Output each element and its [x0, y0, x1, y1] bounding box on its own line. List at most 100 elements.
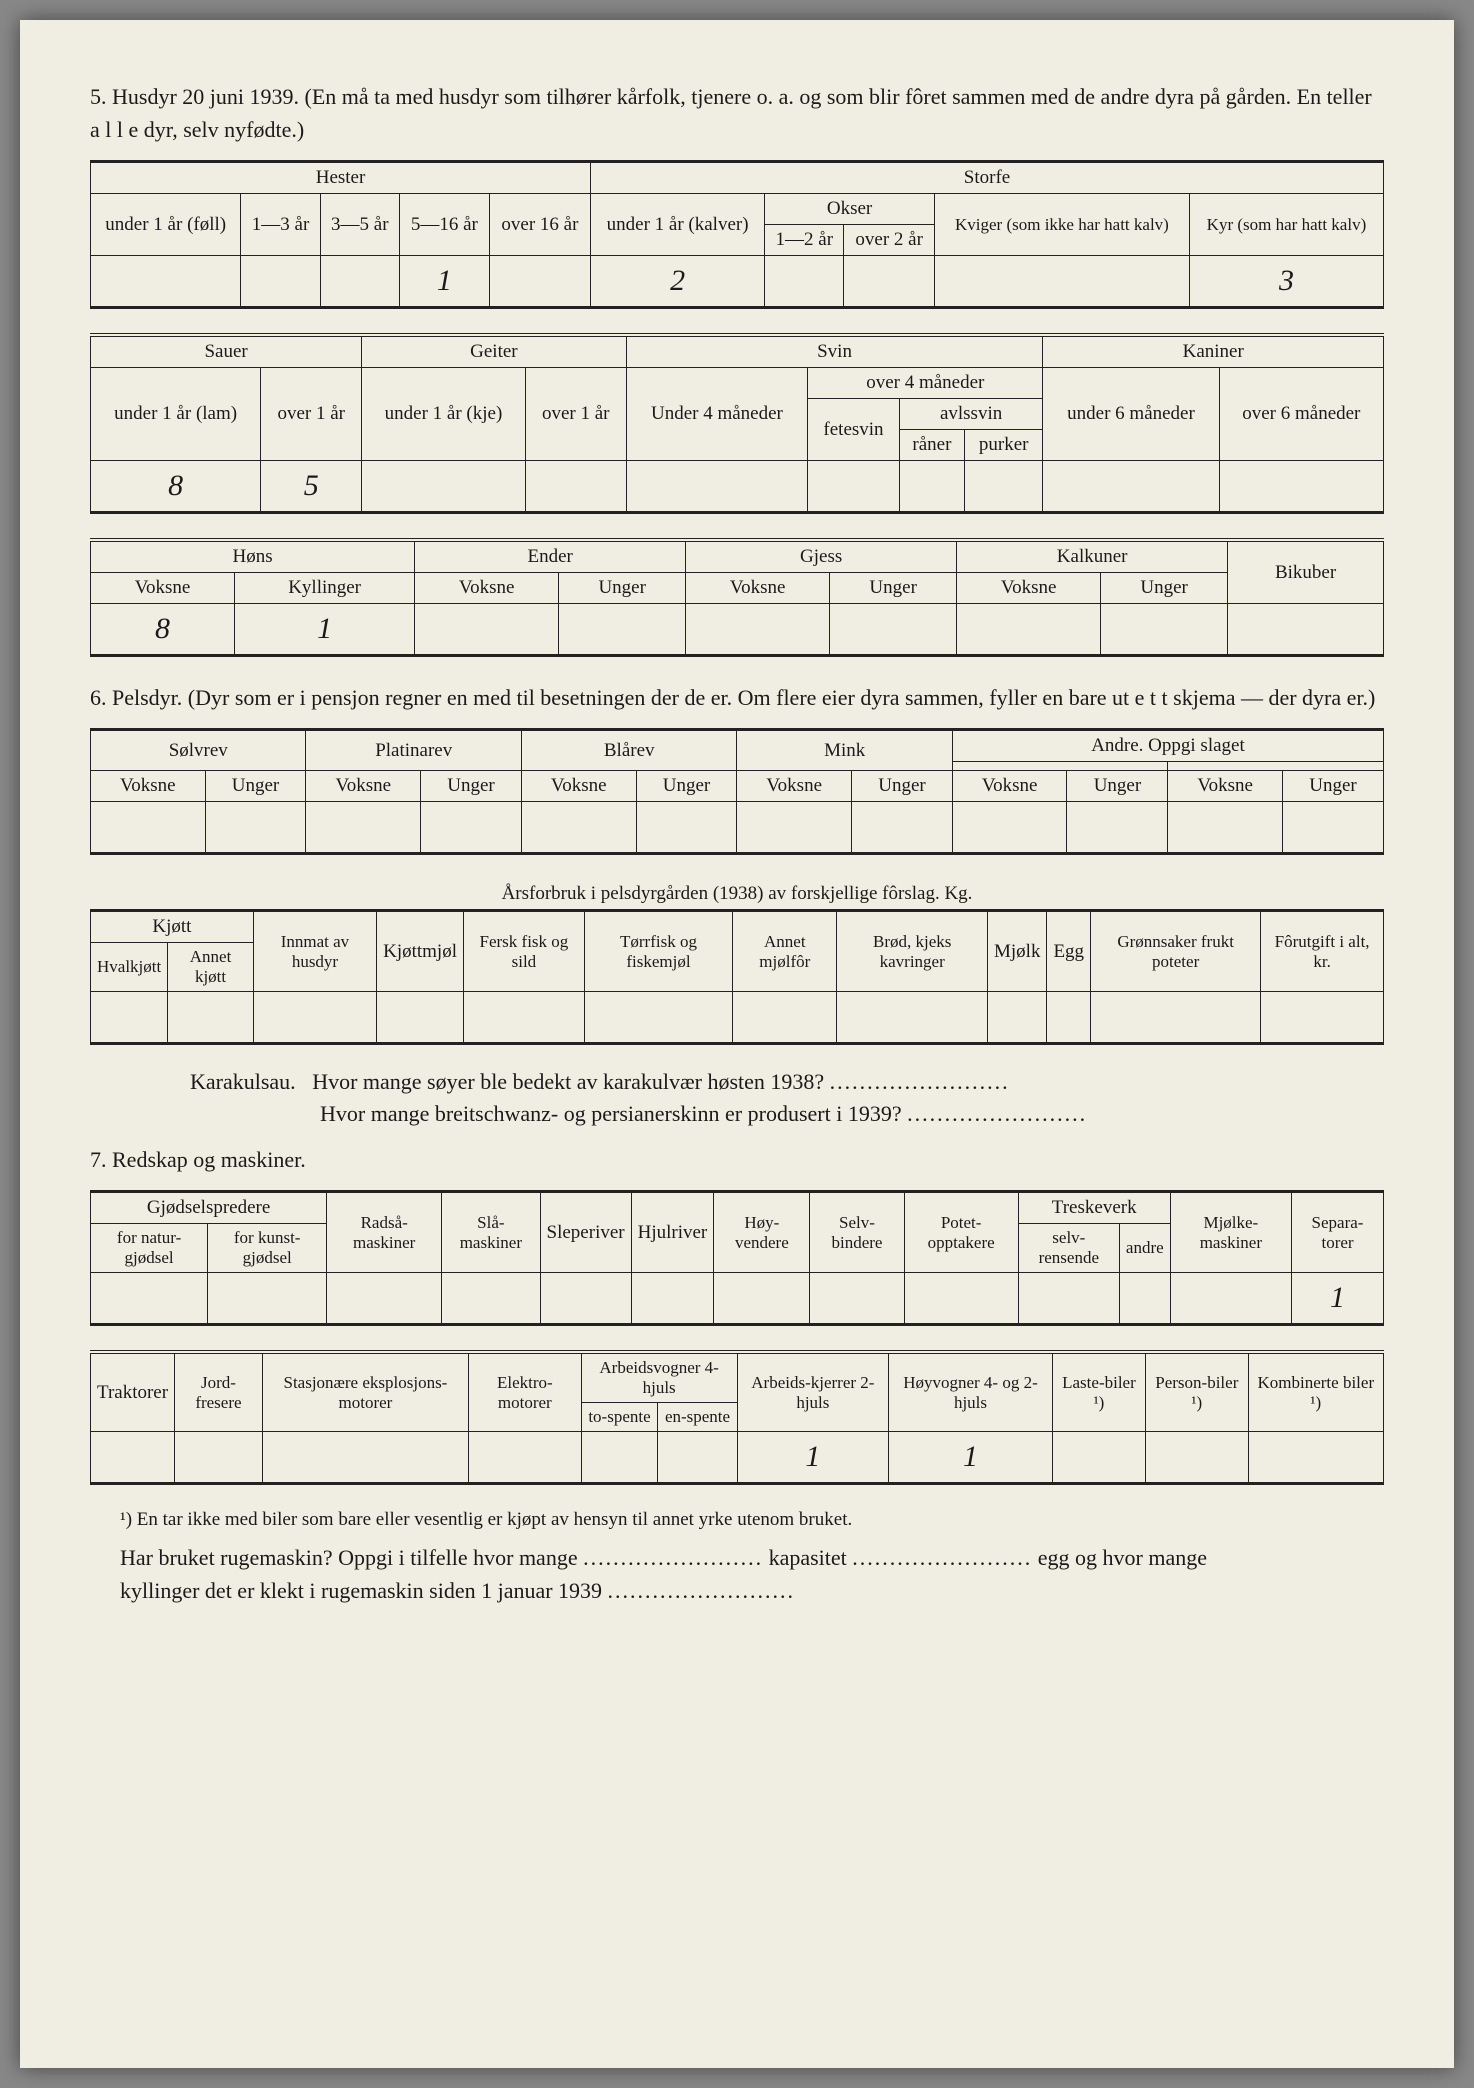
cell[interactable]: 5: [261, 461, 362, 513]
cell[interactable]: [636, 802, 737, 854]
hdr-hoyvendere: Høy-vendere: [714, 1192, 810, 1273]
hdr-geiter: Geiter: [362, 335, 627, 368]
cell[interactable]: [91, 802, 206, 854]
cell[interactable]: [540, 1273, 631, 1325]
cell[interactable]: [1119, 1273, 1170, 1325]
hdr-arbeids2: Arbeids-kjerrer 2-hjuls: [737, 1352, 888, 1432]
cell[interactable]: [175, 1432, 263, 1484]
cell[interactable]: 1: [889, 1432, 1053, 1484]
cell[interactable]: [964, 461, 1042, 513]
cell[interactable]: [525, 461, 626, 513]
hdr-jordfresere: Jord-fresere: [175, 1352, 263, 1432]
cell[interactable]: [91, 1273, 208, 1325]
cell[interactable]: [1146, 1432, 1249, 1484]
cell[interactable]: 1: [1292, 1273, 1384, 1325]
cell[interactable]: [1047, 992, 1091, 1044]
cell[interactable]: [253, 992, 376, 1044]
cell[interactable]: [581, 1432, 658, 1484]
cell[interactable]: [362, 461, 526, 513]
cell[interactable]: [934, 256, 1189, 308]
hdr-andre-blank1[interactable]: [952, 762, 1167, 771]
cell[interactable]: [957, 604, 1101, 656]
cell[interactable]: [658, 1432, 737, 1484]
fill-blank[interactable]: [608, 1578, 788, 1603]
cell[interactable]: [808, 461, 900, 513]
fill-blank[interactable]: [852, 1545, 1032, 1570]
cell[interactable]: 8: [91, 604, 235, 656]
cell[interactable]: [205, 802, 306, 854]
cell[interactable]: [262, 1432, 468, 1484]
cell[interactable]: [521, 802, 636, 854]
cell[interactable]: [320, 256, 399, 308]
fill-blank[interactable]: [583, 1545, 763, 1570]
karakul-label: Karakulsau.: [190, 1069, 296, 1094]
hdr-mink: Mink: [737, 730, 952, 771]
cell[interactable]: [765, 256, 844, 308]
hdr-geit-u1: under 1 år (kje): [362, 368, 526, 461]
cell[interactable]: [1091, 992, 1261, 1044]
cell[interactable]: [830, 604, 957, 656]
cell[interactable]: 1: [235, 604, 415, 656]
cell[interactable]: [415, 604, 559, 656]
cell[interactable]: [952, 802, 1067, 854]
cell[interactable]: [1101, 604, 1228, 656]
cell[interactable]: [469, 1432, 582, 1484]
hdr-voksne: Voksne: [686, 573, 830, 604]
cell[interactable]: [810, 1273, 904, 1325]
hdr-hest-o16: over 16 år: [489, 194, 590, 256]
cell[interactable]: [306, 802, 421, 854]
cell[interactable]: [714, 1273, 810, 1325]
cell[interactable]: [377, 992, 464, 1044]
cell[interactable]: [1219, 461, 1383, 513]
cell[interactable]: [737, 802, 852, 854]
karakul-q2: Hvor mange breitschwanz- og persianerski…: [320, 1101, 902, 1126]
cell[interactable]: 8: [91, 461, 261, 513]
cell[interactable]: [489, 256, 590, 308]
hdr-andre-blank2[interactable]: [1168, 762, 1384, 771]
cell[interactable]: [1282, 802, 1383, 854]
cell[interactable]: [1168, 802, 1283, 854]
cell[interactable]: [1052, 1432, 1145, 1484]
cell[interactable]: [626, 461, 808, 513]
cell[interactable]: [464, 992, 585, 1044]
hdr-annetkjott: Annet kjøtt: [168, 943, 254, 992]
cell[interactable]: [91, 992, 168, 1044]
hdr-unger: Unger: [1101, 573, 1228, 604]
cell[interactable]: [1228, 604, 1384, 656]
cell[interactable]: 1: [399, 256, 489, 308]
cell[interactable]: 2: [591, 256, 765, 308]
cell[interactable]: 3: [1189, 256, 1383, 308]
hdr-gjodsel: Gjødselspredere: [91, 1192, 327, 1224]
cell[interactable]: [91, 256, 241, 308]
hdr-selvr: selv-rensende: [1018, 1224, 1119, 1273]
cell[interactable]: [241, 256, 320, 308]
hdr-kviger: Kviger (som ikke har hatt kalv): [934, 194, 1189, 256]
cell[interactable]: [1018, 1273, 1119, 1325]
cell[interactable]: [631, 1273, 714, 1325]
cell[interactable]: [899, 461, 964, 513]
cell[interactable]: 1: [737, 1432, 888, 1484]
cell[interactable]: [584, 992, 732, 1044]
cell[interactable]: [559, 604, 686, 656]
cell[interactable]: [844, 256, 935, 308]
cell[interactable]: [168, 992, 254, 1044]
cell[interactable]: [988, 992, 1047, 1044]
cell[interactable]: [904, 1273, 1018, 1325]
cell[interactable]: [421, 802, 522, 854]
cell[interactable]: [442, 1273, 540, 1325]
cell[interactable]: [1067, 802, 1168, 854]
cell[interactable]: [1261, 992, 1384, 1044]
cell[interactable]: [327, 1273, 442, 1325]
fill-blank[interactable]: [830, 1069, 1010, 1094]
cell[interactable]: [1170, 1273, 1291, 1325]
hdr-geit-o1: over 1 år: [525, 368, 626, 461]
fill-blank[interactable]: [907, 1101, 1087, 1126]
cell[interactable]: [1248, 1432, 1383, 1484]
cell[interactable]: [208, 1273, 327, 1325]
cell[interactable]: [851, 802, 952, 854]
cell[interactable]: [733, 992, 837, 1044]
cell[interactable]: [686, 604, 830, 656]
cell[interactable]: [837, 992, 988, 1044]
cell[interactable]: [1043, 461, 1219, 513]
cell[interactable]: [91, 1432, 175, 1484]
